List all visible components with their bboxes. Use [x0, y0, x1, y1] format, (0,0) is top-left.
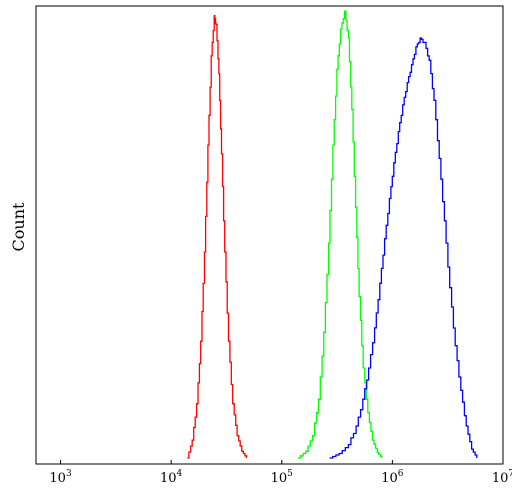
x-tick-label: 104 — [160, 469, 183, 486]
x-tick-label: 105 — [271, 469, 294, 486]
x-axis-ticks: 103 104 105 106 107 — [49, 460, 512, 486]
x-tick-exponent: 4 — [177, 469, 183, 479]
x-tick-base: 10 — [492, 471, 509, 486]
x-tick-base: 10 — [49, 471, 66, 486]
x-tick-base: 10 — [160, 471, 177, 486]
x-tick-exponent: 7 — [508, 469, 512, 479]
x-tick-base: 10 — [271, 471, 288, 486]
x-tick-base: 10 — [381, 471, 398, 486]
x-tick-exponent: 6 — [398, 469, 404, 479]
x-tick-exponent: 3 — [66, 469, 72, 479]
series-line-3 — [329, 37, 478, 459]
x-tick-exponent: 5 — [287, 469, 293, 479]
series-line-2 — [297, 10, 383, 459]
x-tick-label: 106 — [381, 469, 404, 486]
series-layer — [187, 10, 478, 459]
x-tick-label: 103 — [49, 469, 72, 486]
plot-frame — [35, 5, 504, 465]
y-axis-label: Count — [9, 202, 28, 251]
series-line-1 — [187, 15, 248, 459]
x-tick-label: 107 — [492, 469, 512, 486]
